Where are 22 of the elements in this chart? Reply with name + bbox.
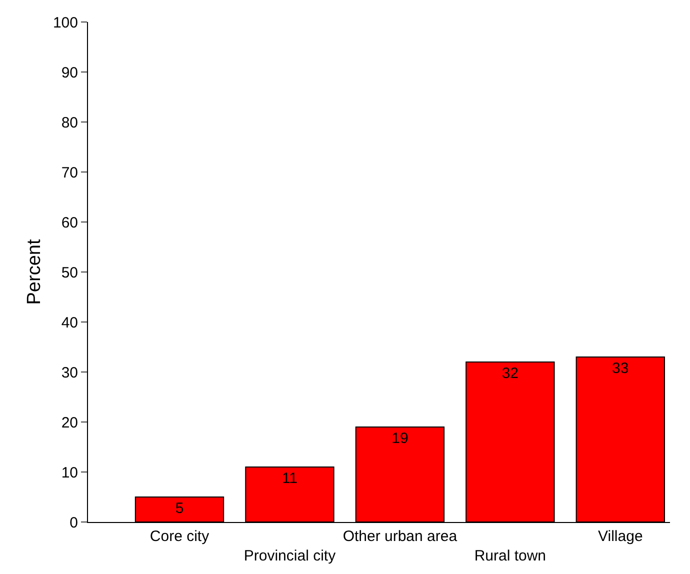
y-tick-label: 90 [61,64,78,82]
x-tick-label: Other urban area [342,528,458,545]
y-tick-label: 70 [61,164,78,182]
data-label: 33 [612,360,629,377]
y-tick-label: 10 [61,464,78,482]
data-label: 19 [392,430,408,447]
y-tick-label: 0 [70,514,78,532]
x-tick-label: Core city [150,528,210,545]
y-tick-label: 60 [61,214,78,232]
y-tick-label: 30 [61,364,78,382]
data-label: 11 [282,470,298,487]
x-tick-label: Provincial city [244,548,336,564]
y-tick-label: 20 [61,414,78,432]
y-tick-label: 50 [61,264,78,282]
data-label: 5 [175,500,184,517]
x-tick-label: Village [598,528,643,545]
y-axis-title: Percent [24,238,45,305]
y-tick-label: 100 [52,14,78,32]
y-tick-label: 80 [61,114,78,132]
data-label: 32 [502,365,519,382]
x-tick-label: Rural town [474,548,546,564]
y-tick-label: 40 [61,314,78,332]
